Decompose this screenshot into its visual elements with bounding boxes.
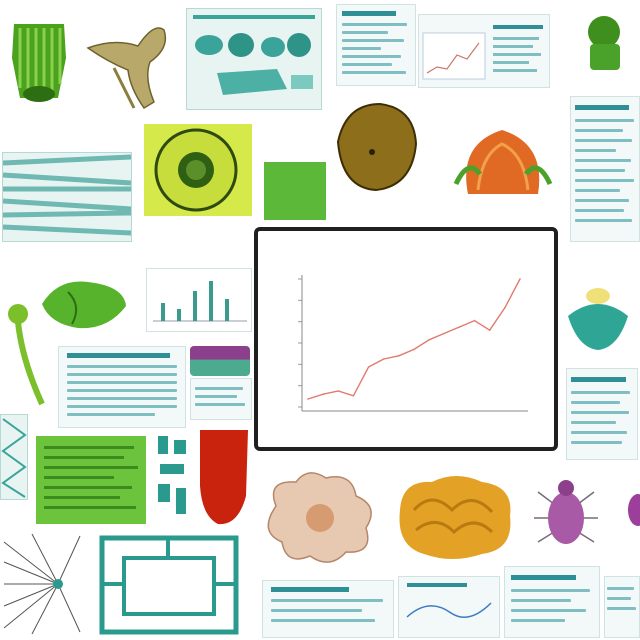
data-point	[473, 319, 476, 322]
tile-red-swatch	[198, 426, 250, 528]
tile-bone-specimen	[84, 18, 176, 114]
tile-orange-coral	[392, 470, 518, 564]
tile-documents-bottom-4	[604, 576, 640, 638]
tile-document-right-column	[570, 96, 640, 242]
data-point	[504, 307, 506, 309]
mini-map-plot	[406, 583, 492, 618]
teal-diagram-shapes	[193, 15, 315, 95]
tile-document-top-center	[336, 4, 416, 86]
mini-bars	[153, 281, 247, 322]
tile-teal-glyphs	[154, 430, 192, 526]
tile-orange-flower	[448, 104, 558, 214]
flower-shape	[453, 130, 553, 194]
radiating-lines-shape	[3, 533, 81, 635]
data-point	[413, 348, 415, 351]
leaf-shape	[42, 281, 126, 329]
mini-line-plot	[422, 25, 543, 80]
purple-tip-shape	[628, 494, 640, 526]
tile-documents-bottom-2	[398, 576, 500, 638]
green-plant-shape	[12, 24, 66, 102]
tile-purple-tip-right	[622, 490, 640, 530]
tile-cell-cross-section	[144, 124, 252, 216]
tile-brown-seed	[328, 94, 424, 204]
coral-shape	[399, 476, 511, 559]
tile-doc-mid-left	[190, 378, 252, 420]
center-chart-frame	[254, 227, 558, 451]
turtle-shape	[568, 288, 628, 350]
line-chart	[298, 275, 528, 412]
tile-green-leaf-left	[38, 276, 130, 332]
teal-zigzag	[1, 418, 27, 498]
tile-teal-stripes-left	[2, 152, 132, 242]
tile-green-leaf-top-right	[580, 10, 630, 74]
blob-shape	[267, 472, 372, 563]
green-bud-shape	[588, 16, 620, 70]
tile-table-left	[58, 346, 186, 428]
tile-green-swatch	[264, 162, 326, 220]
bone-shape	[86, 27, 167, 110]
cell-shape	[154, 128, 238, 212]
tile-bar-chart-mini	[146, 268, 252, 332]
data-point	[337, 390, 340, 392]
tile-radiating-lines	[2, 532, 82, 636]
data-point	[398, 355, 400, 357]
tile-purple-swatch	[190, 346, 250, 376]
tile-pink-blob	[256, 466, 384, 570]
series-line-0	[307, 278, 521, 400]
tile-green-document	[36, 436, 146, 524]
data-point	[307, 398, 309, 400]
tile-documents-bottom-3	[504, 566, 600, 638]
tile-teal-frame-diagram	[96, 534, 242, 638]
tile-teal-diagram-grid	[186, 8, 322, 110]
data-point	[488, 329, 491, 331]
data-point	[428, 339, 430, 341]
seed-shape	[336, 102, 418, 192]
frame-diagram-shape	[99, 535, 239, 635]
tile-purple-insect	[528, 462, 604, 558]
tile-green-stem	[2, 300, 52, 410]
data-point	[382, 358, 385, 360]
tile-document-right-middle	[566, 368, 638, 460]
tile-green-plant-top-left	[6, 18, 72, 106]
teal-glyph-shapes	[158, 436, 186, 514]
data-point	[367, 366, 370, 368]
stem-shape	[8, 304, 45, 406]
teal-stripes	[3, 154, 131, 236]
series-layer	[298, 278, 521, 408]
tile-document-with-plot-top	[418, 14, 550, 88]
insect-shape	[534, 480, 598, 544]
data-point	[458, 326, 461, 328]
data-point	[352, 395, 355, 397]
tile-documents-bottom-1	[262, 580, 394, 638]
red-shape	[200, 430, 248, 525]
tile-teal-lines-far-left	[0, 414, 28, 500]
data-point	[322, 393, 324, 395]
data-point	[443, 332, 446, 335]
tile-teal-turtle	[562, 272, 634, 354]
data-point	[519, 278, 521, 280]
